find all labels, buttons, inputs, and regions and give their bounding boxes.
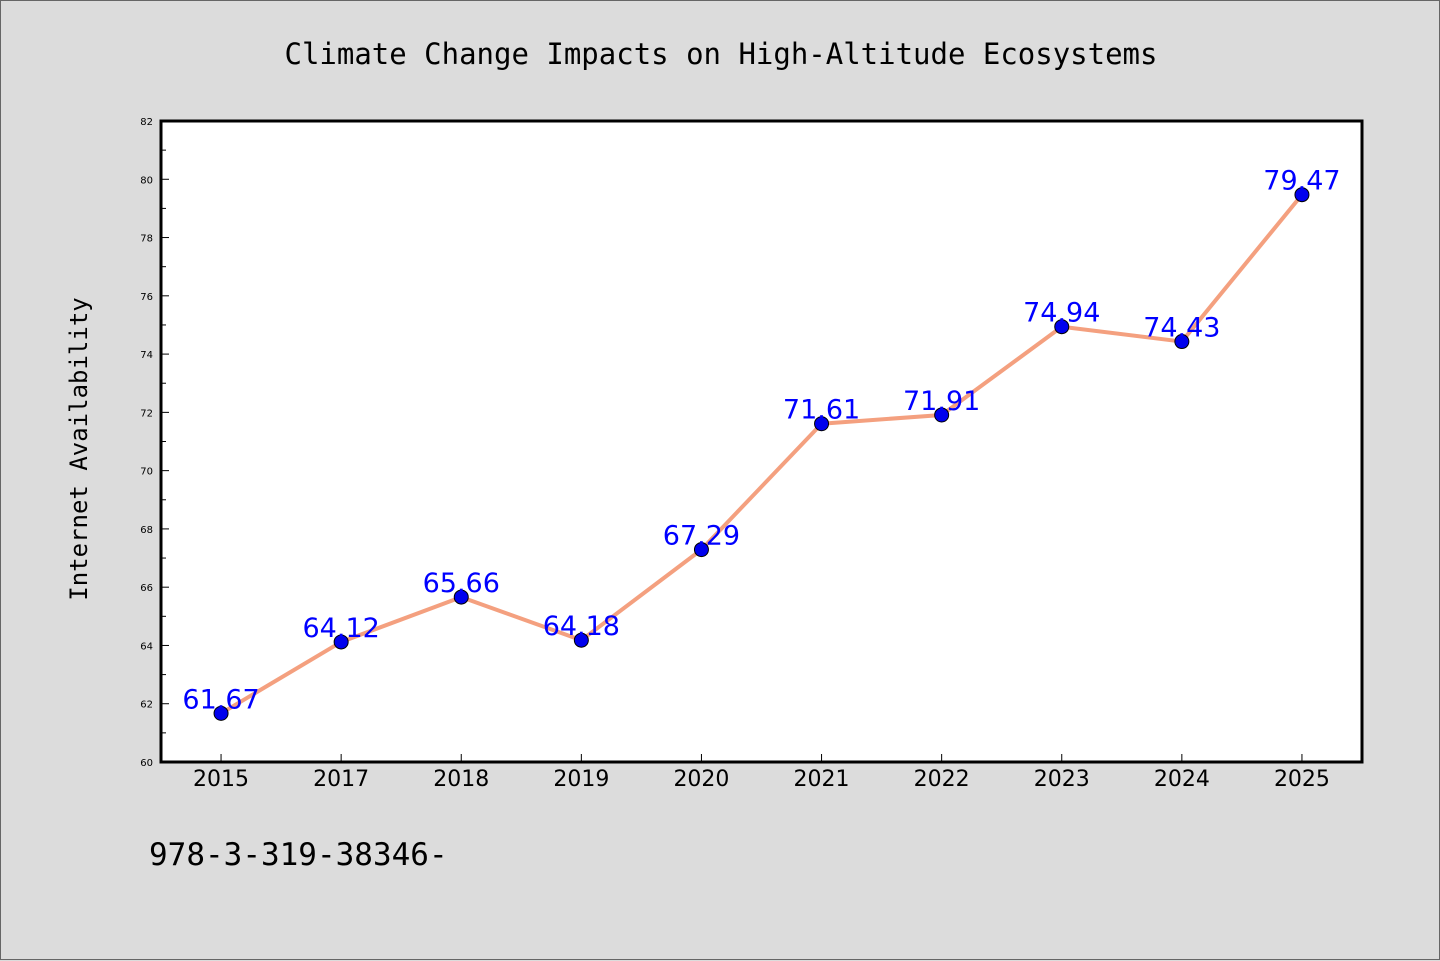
data-label: 64.12 — [303, 613, 380, 644]
plot-area — [159, 119, 1364, 764]
x-tick-label: 2018 — [433, 767, 489, 792]
series-line — [220, 193, 1304, 716]
y-axis-label: Internet Availability — [65, 297, 93, 600]
x-axis: 2015 2017 2018 2019 2020 2021 2022 2023 2024 2025 — [193, 754, 1330, 792]
data-point — [934, 407, 950, 423]
y-tick-label: 60 — [140, 758, 153, 769]
x-tick-label: 2022 — [914, 767, 970, 792]
data-label: 79.47 — [1263, 166, 1340, 197]
y-tick-label: 62 — [140, 700, 153, 711]
y-axis: 60 62 64 66 68 70 72 74 76 78 80 82 — [140, 117, 169, 769]
data-point — [1294, 187, 1310, 203]
data-point — [1174, 334, 1190, 350]
data-label: 64.18 — [543, 611, 620, 642]
y-tick-label: 64 — [140, 641, 153, 652]
y-tick-label: 82 — [140, 117, 153, 128]
x-tick-label: 2023 — [1034, 767, 1090, 792]
x-tick-label: 2021 — [794, 767, 850, 792]
series-group: 61.67 64.12 65.66 64.18 67.29 71.61 71.91 74.94… — [182, 166, 1341, 721]
data-label: 71.61 — [783, 395, 860, 426]
x-tick-label: 2015 — [193, 767, 249, 792]
x-tick-label: 2019 — [553, 767, 609, 792]
data-label: 67.29 — [663, 521, 740, 552]
data-label: 71.91 — [903, 386, 980, 417]
y-tick-label: 72 — [140, 408, 153, 419]
y-tick-label: 66 — [140, 583, 153, 594]
data-label: 65.66 — [423, 568, 500, 599]
y-tick-label: 74 — [140, 350, 153, 361]
data-label: 74.94 — [1023, 298, 1100, 329]
x-tick-label: 2017 — [313, 767, 369, 792]
data-point — [1054, 319, 1070, 335]
data-point — [453, 589, 469, 605]
data-point — [333, 634, 349, 650]
data-label: 74.43 — [1143, 313, 1220, 344]
data-point — [814, 416, 830, 432]
y-tick-label: 78 — [140, 234, 153, 245]
x-tick-label: 2025 — [1274, 767, 1330, 792]
data-label: 61.67 — [182, 684, 259, 715]
x-tick-label: 2020 — [673, 767, 729, 792]
y-tick-label: 70 — [140, 467, 153, 478]
x-tick-label: 2024 — [1154, 767, 1210, 792]
data-point — [213, 705, 229, 721]
y-tick-label: 76 — [140, 292, 153, 303]
y-tick-label: 68 — [140, 525, 153, 536]
y-tick-label: 80 — [140, 175, 153, 186]
chart-title: Climate Change Impacts on High-Altitude … — [285, 37, 1158, 71]
data-point — [693, 542, 709, 558]
data-point — [573, 632, 589, 648]
footer-code-text: 978-3-319-38346- — [149, 837, 448, 873]
